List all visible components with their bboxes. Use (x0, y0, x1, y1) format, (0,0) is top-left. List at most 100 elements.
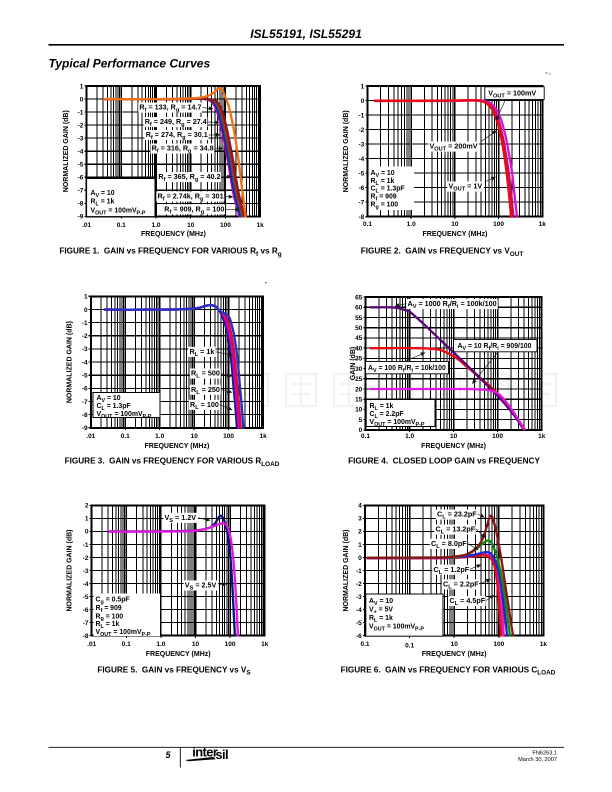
svg-text:.01: .01 (87, 641, 96, 648)
svg-text:FREQUENCY (MHz): FREQUENCY (MHz) (146, 651, 211, 658)
svg-text:1.0: 1.0 (407, 221, 416, 228)
svg-text:Rg​ = 100: Rg​ = 100 (96, 613, 124, 622)
svg-text:1k: 1k (538, 433, 546, 440)
svg-text:-8: -8 (78, 201, 84, 208)
svg-text:100: 100 (493, 221, 504, 228)
svg-text:-5: -5 (359, 170, 365, 177)
svg-text:AV​ = 100 Rf​/Ri​ = 10k/100: AV​ = 100 Rf​/Ri​ = 10k/100 (368, 365, 446, 374)
svg-text:-2: -2 (356, 581, 362, 588)
svg-text:CL​ = 2.2pF: CL​ = 2.2pF (443, 579, 479, 590)
svg-text:0.1: 0.1 (360, 641, 369, 648)
svg-text:-6: -6 (356, 633, 362, 640)
svg-text:VS​ = 1.2V: VS​ = 1.2V (165, 513, 197, 524)
svg-text:.01: .01 (82, 222, 91, 229)
svg-text:0: 0 (359, 427, 363, 434)
svg-text:CL​ = 1.3pF: CL​ = 1.3pF (97, 403, 131, 412)
svg-text:FREQUENCY (MHz): FREQUENCY (MHz) (144, 443, 209, 450)
svg-text:-6: -6 (78, 175, 84, 182)
svg-text:25: 25 (355, 376, 363, 383)
svg-text:RL​ = 250: RL​ = 250 (191, 385, 220, 396)
svg-text:0.1: 0.1 (361, 433, 370, 440)
svg-text:Rf​ = 365, Rg​ = 40.2: Rf​ = 365, Rg​ = 40.2 (158, 172, 220, 183)
svg-text:VOUT​ = 100mVP-P​: VOUT​ = 100mVP-P​ (370, 419, 425, 428)
svg-text:Rf​ = 316, Rg​ = 34.8: Rf​ = 316, Rg​ = 34.8 (152, 144, 214, 155)
svg-text:1.0: 1.0 (156, 641, 165, 648)
svg-text:60: 60 (355, 305, 363, 312)
svg-text:Rf​ = 2.74k, Rg​ = 301: Rf​ = 2.74k, Rg​ = 301 (158, 192, 224, 203)
svg-text:-2: -2 (78, 122, 84, 129)
svg-text:2: 2 (85, 503, 89, 510)
svg-text:10: 10 (355, 407, 363, 414)
svg-text:Rf​ = 249, Rg​ = 27.4: Rf​ = 249, Rg​ = 27.4 (145, 117, 207, 128)
svg-text:FREQUENCY (MHz): FREQUENCY (MHz) (421, 443, 486, 450)
svg-text:-4: -4 (83, 581, 89, 588)
svg-text:2: 2 (358, 529, 362, 536)
svg-text:Rf​ = 909: Rf​ = 909 (371, 193, 397, 202)
svg-text:-3: -3 (82, 346, 88, 353)
svg-text:-7: -7 (82, 399, 88, 406)
svg-text:Rf​ = 909, Rg​ = 100: Rf​ = 909, Rg​ = 100 (164, 204, 224, 215)
svg-text:65: 65 (355, 294, 363, 301)
svg-text:NORMALIZED GAIN (dB): NORMALIZED GAIN (dB) (343, 110, 350, 192)
svg-text:-8: -8 (82, 412, 88, 419)
svg-text:VOUT​ = 1V: VOUT​ = 1V (449, 182, 483, 193)
svg-text:1.0: 1.0 (405, 433, 414, 440)
svg-text:5: 5 (165, 750, 171, 760)
svg-text:RL​ = 1k: RL​ = 1k (190, 347, 215, 358)
svg-text:FN6263.1: FN6263.1 (532, 750, 557, 756)
svg-text:4: 4 (358, 503, 362, 510)
svg-text:20: 20 (355, 386, 363, 393)
svg-text:30: 30 (355, 366, 363, 373)
svg-text:100: 100 (492, 433, 503, 440)
svg-text:0: 0 (84, 307, 88, 314)
svg-text:-7: -7 (78, 188, 84, 195)
svg-text:1: 1 (361, 83, 365, 90)
svg-text:10: 10 (451, 221, 459, 228)
svg-text:RL​ = 1k: RL​ = 1k (371, 178, 395, 187)
svg-text:1: 1 (84, 294, 88, 301)
svg-text:RL​ = 500: RL​ = 500 (191, 369, 220, 380)
svg-text:FIGURE 3. GAIN vs FREQUENCY F: FIGURE 3. GAIN vs FREQUENCY FOR VARIOUS … (65, 457, 280, 468)
svg-text:Rf​ = 133, Rg​ = 14.7: Rf​ = 133, Rg​ = 14.7 (139, 103, 201, 114)
svg-text:55: 55 (355, 315, 363, 322)
svg-text:CL​ = 1.2pF: CL​ = 1.2pF (434, 565, 470, 576)
svg-text:10: 10 (450, 433, 458, 440)
svg-text:FREQUENCY (MHz): FREQUENCY (MHz) (141, 231, 206, 238)
svg-text:CL​ = 1.3pF: CL​ = 1.3pF (371, 186, 405, 195)
svg-text:-3: -3 (78, 136, 84, 143)
svg-text:-3: -3 (83, 568, 89, 575)
svg-text:AV​ = 10: AV​ = 10 (91, 190, 115, 199)
svg-text:-3: -3 (356, 594, 362, 601)
svg-text:1.0: 1.0 (155, 433, 164, 440)
svg-text:-2: -2 (359, 127, 365, 134)
svg-text:-2: -2 (83, 555, 89, 562)
svg-text:0.1: 0.1 (122, 641, 131, 648)
svg-text:-5: -5 (356, 620, 362, 627)
svg-text:-1: -1 (82, 320, 88, 327)
svg-text:-1: -1 (359, 112, 365, 119)
svg-text:10: 10 (451, 641, 459, 648)
svg-text:CL​ = 2.2pF: CL​ = 2.2pF (370, 411, 404, 420)
svg-text:0: 0 (361, 98, 365, 105)
svg-text:RL​ = 1k: RL​ = 1k (96, 621, 120, 630)
svg-text:RL​ = 1k: RL​ = 1k (369, 615, 393, 624)
svg-text:-4: -4 (356, 607, 362, 614)
svg-text:1k: 1k (259, 433, 267, 440)
svg-text:AV​ = 10: AV​ = 10 (97, 395, 121, 404)
svg-text:FREQUENCY (MHz): FREQUENCY (MHz) (422, 231, 487, 238)
svg-text:-4: -4 (359, 156, 365, 163)
svg-text:1k: 1k (256, 222, 264, 229)
svg-text:-1: -1 (83, 542, 89, 549)
svg-text:1k: 1k (261, 641, 269, 648)
svg-text:3: 3 (358, 516, 362, 523)
svg-text:1: 1 (85, 516, 89, 523)
svg-text:CL​ = 23.2pF: CL​ = 23.2pF (437, 510, 477, 521)
svg-text:Typical Performance Curves: Typical Performance Curves (49, 56, 211, 70)
svg-text:-2: -2 (82, 333, 88, 340)
svg-text:sil: sil (215, 747, 228, 762)
svg-text:-7: -7 (359, 200, 365, 207)
svg-text:10: 10 (187, 222, 195, 229)
svg-text:RL​ = 100: RL​ = 100 (190, 400, 219, 411)
svg-text:RL​ = 1k: RL​ = 1k (91, 199, 115, 208)
svg-text:VOUT​ = 100mVP-P​: VOUT​ = 100mVP-P​ (369, 624, 424, 633)
